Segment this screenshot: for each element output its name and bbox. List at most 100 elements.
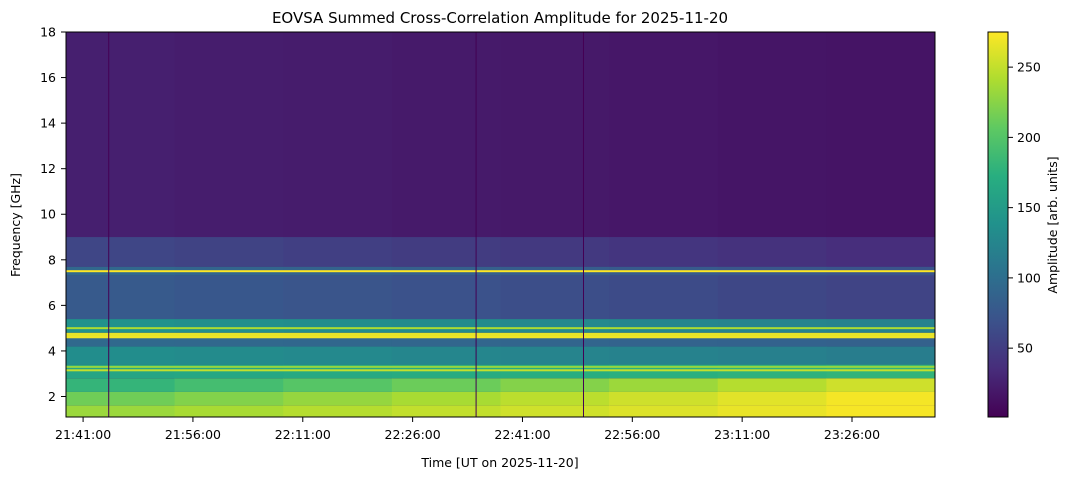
heatmap-band-cell <box>500 337 610 347</box>
colorbar-tick-label: 100 <box>1017 270 1041 285</box>
x-tick-label: 22:41:00 <box>494 427 550 442</box>
heatmap-band-cell <box>174 378 284 392</box>
y-tick-label: 4 <box>48 343 56 358</box>
heatmap-band-cell <box>174 391 284 406</box>
heatmap-band-cell <box>717 405 827 417</box>
colorbar-label: Amplitude [arb. units] <box>1045 156 1060 293</box>
heatmap-band-cell <box>609 319 719 333</box>
spectral-line <box>66 336 935 339</box>
heatmap-band-cell <box>500 378 610 392</box>
heatmap-band-cell <box>717 332 827 338</box>
spectral-line <box>66 270 935 273</box>
colorbar <box>987 31 1009 418</box>
heatmap-band-cell <box>717 391 827 406</box>
x-tick-label: 21:56:00 <box>165 427 221 442</box>
heatmap-band-cell <box>500 346 610 365</box>
spectral-line <box>66 327 935 330</box>
heatmap-band-cell <box>66 237 176 267</box>
heatmap-band-cell <box>609 378 719 392</box>
heatmap-band-cell <box>717 237 827 267</box>
heatmap-band-cell <box>717 319 827 333</box>
heatmap-band-cell <box>283 32 393 238</box>
heatmap-band-cell <box>283 237 393 267</box>
heatmap-band-cell <box>391 364 501 379</box>
heatmap-band-cell <box>391 237 501 267</box>
colorbar-tick-label: 200 <box>1017 130 1041 145</box>
heatmap-band-cell <box>174 237 284 267</box>
y-axis: 2 4 6 8 10 12 14 16 18 <box>40 25 66 404</box>
heatmap-band-cell <box>283 332 393 338</box>
x-tick-label: 22:56:00 <box>604 427 660 442</box>
heatmap-band-cell <box>609 275 719 320</box>
x-axis: 21:41:00 21:56:00 22:11:00 22:26:00 22:41:00… <box>55 417 880 442</box>
x-tick-label: 23:11:00 <box>714 427 770 442</box>
heatmap-band-cell <box>391 319 501 333</box>
heatmap-band-cell <box>826 237 935 267</box>
heatmap-band-cell <box>609 237 719 267</box>
heatmap-band-cell <box>391 346 501 365</box>
heatmap-band-cell <box>66 337 176 347</box>
chart-title: EOVSA Summed Cross-Correlation Amplitude… <box>272 9 728 27</box>
heatmap-band-cell <box>66 346 176 365</box>
y-tick-label: 18 <box>40 25 56 40</box>
y-tick-label: 10 <box>40 207 56 222</box>
heatmap-band-cell <box>283 391 393 406</box>
heatmap-band-cell <box>66 332 176 338</box>
heatmap-band-cell <box>283 275 393 320</box>
colorbar-tick-label: 150 <box>1017 200 1041 215</box>
y-tick-label: 8 <box>48 252 56 267</box>
plot-frame <box>65 31 936 418</box>
heatmap-band-cell <box>283 405 393 417</box>
heatmap-band-cell <box>500 319 610 333</box>
heatmap-band-cell <box>826 275 935 320</box>
x-tick-label: 21:41:00 <box>55 427 111 442</box>
heatmap-band-cell <box>826 391 935 406</box>
heatmap-area <box>66 32 935 417</box>
y-tick-label: 6 <box>48 298 56 313</box>
heatmap-band-cell <box>609 332 719 338</box>
heatmap-band-cell <box>500 237 610 267</box>
heatmap-band-cell <box>717 378 827 392</box>
heatmap-band-cell <box>66 378 176 392</box>
heatmap-band-cell <box>609 391 719 406</box>
heatmap-band-cell <box>826 346 935 365</box>
heatmap-band-cell <box>826 32 935 238</box>
heatmap-band-cell <box>717 364 827 379</box>
heatmap-band-cell <box>500 275 610 320</box>
heatmap-band-cell <box>66 364 176 379</box>
heatmap-band-cell <box>391 275 501 320</box>
heatmap-band-cell <box>66 319 176 333</box>
x-tick-label: 22:26:00 <box>385 427 441 442</box>
heatmap-band-cell <box>391 378 501 392</box>
heatmap-band-cell <box>500 364 610 379</box>
spectral-line <box>66 365 935 368</box>
heatmap-band-cell <box>66 32 176 238</box>
spectral-line <box>66 369 935 372</box>
y-tick-label: 14 <box>40 116 56 131</box>
heatmap-band-cell <box>717 346 827 365</box>
heatmap-band-cell <box>500 332 610 338</box>
heatmap-band-cell <box>500 32 610 238</box>
heatmap-band-cell <box>826 319 935 333</box>
heatmap-band-cell <box>66 405 176 417</box>
heatmap-band-cell <box>174 319 284 333</box>
x-axis-label: Time [UT on 2025-11-20] <box>420 455 578 470</box>
y-tick-label: 2 <box>48 389 56 404</box>
heatmap-band-cell <box>66 275 176 320</box>
heatmap-band-cell <box>826 378 935 392</box>
heatmap-band-cell <box>391 332 501 338</box>
colorbar-tick-label: 250 <box>1017 60 1041 75</box>
heatmap-band-cell <box>174 32 284 238</box>
y-tick-label: 12 <box>40 161 56 176</box>
heatmap-band-cell <box>717 32 827 238</box>
heatmap-band-cell <box>826 364 935 379</box>
x-tick-label: 23:26:00 <box>824 427 880 442</box>
heatmap-band-cell <box>717 337 827 347</box>
heatmap-band-cell <box>826 405 935 417</box>
heatmap-band-cell <box>174 332 284 338</box>
x-tick-label: 22:11:00 <box>275 427 331 442</box>
heatmap-band-cell <box>283 378 393 392</box>
colorbar-ticks: 50 100 150 200 250 <box>1008 60 1041 356</box>
heatmap-band-cell <box>174 275 284 320</box>
heatmap-band-cell <box>283 364 393 379</box>
